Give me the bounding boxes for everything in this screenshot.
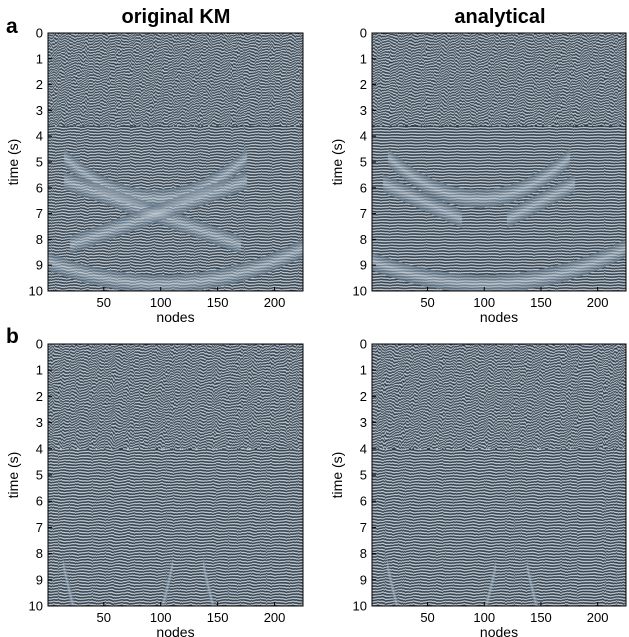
y-axis-label: time (s) — [329, 139, 345, 186]
x-tick-label: 100 — [473, 295, 495, 310]
y-tick-label: 1 — [36, 51, 43, 66]
y-axis-label: time (s) — [5, 452, 21, 499]
x-tick-label: 150 — [207, 295, 229, 310]
y-axis-label: time (s) — [329, 452, 345, 499]
y-tick-label: 10 — [353, 599, 367, 614]
panel-panel-a-analytical: 0 1 2 3 4 5 6 7 8 9 10 50 100 150 200 nodes time (s) — [329, 26, 627, 325]
y-tick-label: 9 — [36, 258, 43, 273]
y-tick-label: 8 — [360, 232, 367, 247]
y-tick-label: 3 — [360, 415, 367, 430]
x-axis-label: nodes — [480, 624, 518, 637]
y-tick-label: 5 — [360, 155, 367, 170]
y-tick-label: 8 — [36, 546, 43, 561]
row-label-b: b — [6, 325, 19, 348]
y-tick-label: 6 — [36, 494, 43, 509]
y-tick-label: 2 — [360, 389, 367, 404]
x-tick-label: 50 — [97, 295, 111, 310]
row-label-a: a — [6, 15, 18, 38]
x-tick-label: 200 — [264, 610, 286, 625]
y-tick-label: 1 — [36, 363, 43, 378]
x-tick-label: 200 — [587, 610, 609, 625]
x-axis-label: nodes — [156, 309, 194, 325]
y-tick-label: 0 — [360, 26, 367, 41]
y-tick-label: 9 — [36, 572, 43, 587]
y-tick-label: 0 — [360, 337, 367, 352]
y-tick-label: 9 — [360, 572, 367, 587]
y-tick-label: 6 — [36, 180, 43, 195]
section-image — [372, 33, 626, 291]
section-image — [372, 344, 626, 606]
y-tick-label: 9 — [360, 258, 367, 273]
y-tick-label: 8 — [36, 232, 43, 247]
panel-panel-b-analytical: 0 1 2 3 4 5 6 7 8 9 10 50 100 150 200 nodes time (s) — [329, 337, 627, 637]
y-tick-label: 3 — [36, 415, 43, 430]
y-tick-label: 1 — [360, 363, 367, 378]
y-tick-label: 4 — [360, 441, 367, 456]
y-tick-label: 7 — [36, 520, 43, 535]
y-tick-label: 4 — [360, 129, 367, 144]
y-tick-label: 2 — [36, 77, 43, 92]
panel-panel-a-original: 0 1 2 3 4 5 6 7 8 9 10 50 100 150 200 nodes time (s) — [5, 26, 304, 325]
x-tick-label: 150 — [530, 295, 552, 310]
y-tick-label: 4 — [36, 129, 43, 144]
y-tick-label: 6 — [360, 180, 367, 195]
x-tick-label: 150 — [207, 610, 229, 625]
x-tick-label: 50 — [97, 610, 111, 625]
y-tick-label: 5 — [36, 155, 43, 170]
column-title-original: original KM — [122, 6, 231, 28]
x-axis-label: nodes — [480, 309, 518, 325]
x-tick-label: 200 — [264, 295, 286, 310]
y-tick-label: 3 — [36, 103, 43, 118]
column-title-analytical: analytical — [454, 6, 545, 28]
y-tick-label: 7 — [36, 206, 43, 221]
x-axis-label: nodes — [156, 624, 194, 637]
y-axis-label: time (s) — [5, 139, 21, 186]
x-tick-label: 100 — [473, 610, 495, 625]
y-tick-label: 0 — [36, 26, 43, 41]
x-tick-label: 150 — [530, 610, 552, 625]
y-tick-label: 2 — [360, 77, 367, 92]
y-tick-label: 5 — [360, 468, 367, 483]
x-tick-label: 200 — [587, 295, 609, 310]
y-tick-label: 7 — [360, 520, 367, 535]
y-tick-label: 3 — [360, 103, 367, 118]
section-image — [48, 344, 303, 606]
y-tick-label: 2 — [36, 389, 43, 404]
y-tick-label: 4 — [36, 441, 43, 456]
x-tick-label: 100 — [150, 610, 172, 625]
y-tick-label: 5 — [36, 468, 43, 483]
x-tick-label: 100 — [150, 295, 172, 310]
y-tick-label: 10 — [29, 599, 43, 614]
y-tick-label: 7 — [360, 206, 367, 221]
y-tick-label: 0 — [36, 337, 43, 352]
x-tick-label: 50 — [420, 295, 434, 310]
y-tick-label: 10 — [29, 284, 43, 299]
panel-panel-b-original: 0 1 2 3 4 5 6 7 8 9 10 50 100 150 200 nodes time (s) — [5, 337, 304, 637]
x-tick-label: 50 — [420, 610, 434, 625]
y-tick-label: 10 — [353, 284, 367, 299]
y-tick-label: 8 — [360, 546, 367, 561]
section-image — [48, 33, 303, 291]
y-tick-label: 1 — [360, 51, 367, 66]
y-tick-label: 6 — [360, 494, 367, 509]
